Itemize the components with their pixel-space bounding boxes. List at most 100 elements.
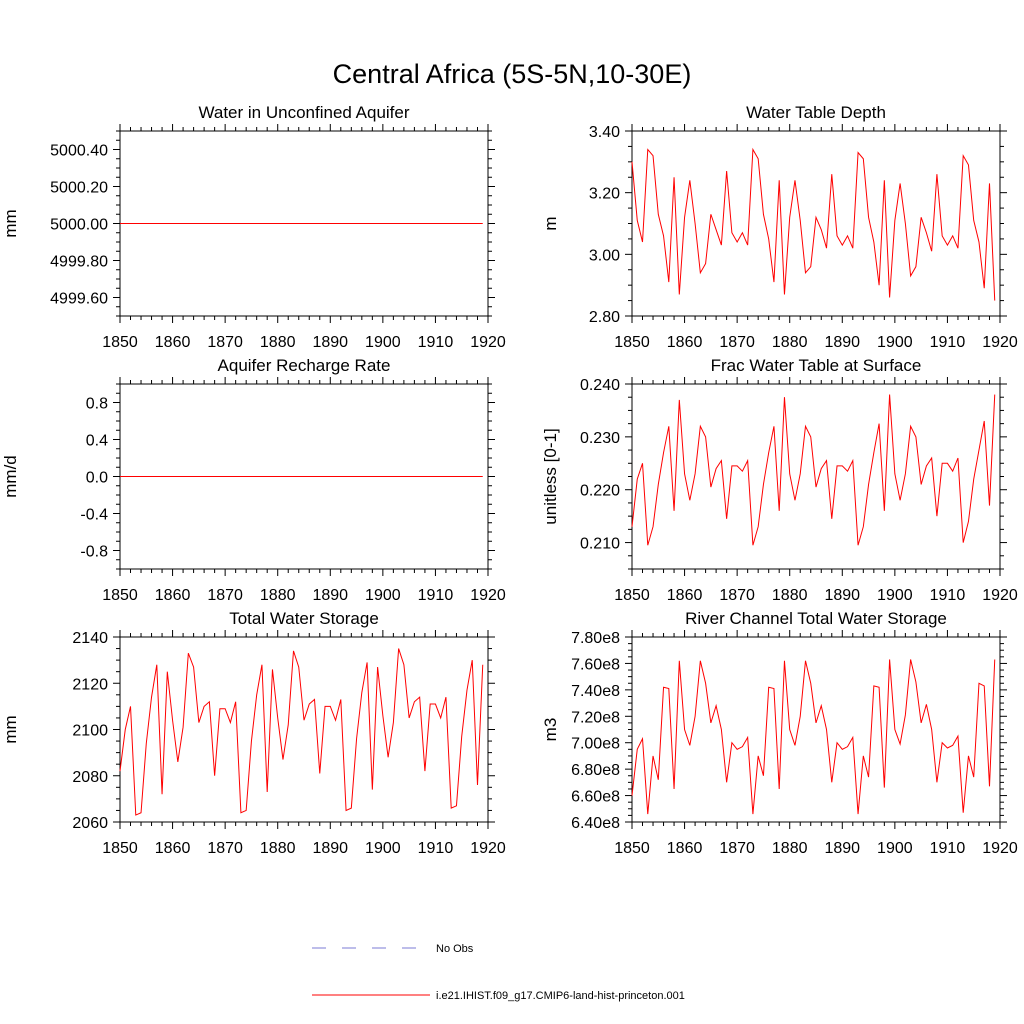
chart-0-xtick-label: 1920 xyxy=(470,334,506,351)
chart-0-ytick-label: 5000.00 xyxy=(50,217,108,234)
legend-model-label: i.e21.IHIST.f09_g17.CMIP6-land-hist-prin… xyxy=(436,990,685,1002)
chart-4-xtick-label: 1920 xyxy=(470,840,506,857)
chart-1-title: Water Table Depth xyxy=(746,103,886,122)
chart-3-ytick-label: 0.230 xyxy=(580,430,620,447)
chart-4-ytick-label: 2140 xyxy=(72,630,108,647)
chart-0-ylabel: mm xyxy=(1,209,20,237)
chart-2-xtick-label: 1890 xyxy=(312,587,348,604)
chart-0-xtick-label: 1890 xyxy=(312,334,348,351)
chart-0-xtick-label: 1860 xyxy=(155,334,191,351)
chart-0-ytick-label: 4999.80 xyxy=(50,254,108,271)
chart-1-ytick-label: 3.00 xyxy=(589,247,620,264)
legend: No Obs i.e21.IHIST.f09_g17.CMIP6-land-hi… xyxy=(312,943,685,1002)
panel-river-channel-storage: River Channel Total Water Storage 1850 186… xyxy=(541,609,1018,857)
chart-0-xtick-label: 1910 xyxy=(418,334,454,351)
chart-4-ytick-label: 2060 xyxy=(72,815,108,832)
chart-4-xtick-label: 1880 xyxy=(260,840,296,857)
chart-5-ytick-label: 6.40e8 xyxy=(571,815,620,832)
chart-2-xtick-label: 1920 xyxy=(470,587,506,604)
chart-0-ytick-label: 4999.60 xyxy=(50,291,108,308)
chart-3-xtick-label: 1890 xyxy=(824,587,860,604)
chart-1-xtick-label: 1870 xyxy=(719,334,755,351)
chart-2-xtick-label: 1880 xyxy=(260,587,296,604)
chart-0-ytick-label: 5000.40 xyxy=(50,143,108,160)
chart-4-ylabel: mm xyxy=(1,715,20,743)
chart-4-xtick-label: 1890 xyxy=(312,840,348,857)
chart-1-xtick-label: 1920 xyxy=(982,334,1018,351)
chart-5-ylabel: m3 xyxy=(541,718,560,742)
chart-5-ytick-label: 6.60e8 xyxy=(571,789,620,806)
chart-4-ytick-label: 2120 xyxy=(72,676,108,693)
panel-water-table-depth: Water Table Depth 1850 1860 1870 1880 1890 190… xyxy=(541,103,1018,351)
chart-1-xtick-label: 1910 xyxy=(930,334,966,351)
chart-5-ytick-label: 7.20e8 xyxy=(571,709,620,726)
chart-1-xtick-label: 1850 xyxy=(614,334,650,351)
chart-4-ytick-label: 2100 xyxy=(72,723,108,740)
chart-3-ylabel: unitless [0-1] xyxy=(541,428,560,524)
chart-3-xtick-label: 1880 xyxy=(772,587,808,604)
chart-4-ytick-label: 2080 xyxy=(72,769,108,786)
chart-5-xtick-label: 1870 xyxy=(719,840,755,857)
chart-2-xtick-label: 1850 xyxy=(102,587,138,604)
chart-3-ytick-label: 0.210 xyxy=(580,536,620,553)
chart-2-xtick-label: 1910 xyxy=(418,587,454,604)
chart-3-xtick-label: 1860 xyxy=(667,587,703,604)
chart-1-xtick-label: 1880 xyxy=(772,334,808,351)
chart-5-ytick-label: 7.40e8 xyxy=(571,683,620,700)
panel-water-in-aquifer: Water in Unconfined Aquifer 1850 1860 1870 1… xyxy=(1,103,506,351)
chart-1-ylabel: m xyxy=(541,216,560,230)
chart-5-xtick-label: 1850 xyxy=(614,840,650,857)
chart-5-ytick-label: 7.00e8 xyxy=(571,736,620,753)
chart-4-xtick-label: 1900 xyxy=(365,840,401,857)
chart-1-xtick-label: 1890 xyxy=(824,334,860,351)
chart-1-ytick-label: 2.80 xyxy=(589,309,620,326)
chart-0-xtick-label: 1870 xyxy=(207,334,243,351)
chart-0-xtick-label: 1880 xyxy=(260,334,296,351)
chart-2-ytick-label: 0.0 xyxy=(86,470,108,487)
main-title: Central Africa (5S-5N,10-30E) xyxy=(333,59,692,89)
chart-5-xtick-label: 1890 xyxy=(824,840,860,857)
chart-1-ytick-label: 3.20 xyxy=(589,186,620,203)
chart-0-title: Water in Unconfined Aquifer xyxy=(198,103,409,122)
chart-2-ytick-label: 0.8 xyxy=(86,396,108,413)
chart-5-xtick-label: 1860 xyxy=(667,840,703,857)
chart-5-xtick-label: 1920 xyxy=(982,840,1018,857)
legend-obs-label: No Obs xyxy=(436,943,474,955)
chart-5-xtick-label: 1900 xyxy=(877,840,913,857)
chart-4-frame xyxy=(119,636,489,823)
chart-3-xtick-label: 1900 xyxy=(877,587,913,604)
chart-4-xtick-label: 1910 xyxy=(418,840,454,857)
panel-aquifer-recharge: Aquifer Recharge Rate 1850 1860 1870 1880 189… xyxy=(1,356,506,604)
chart-5-ytick-label: 7.60e8 xyxy=(571,656,620,673)
chart-3-title: Frac Water Table at Surface xyxy=(711,356,922,375)
chart-5-ytick-label: 7.80e8 xyxy=(571,630,620,647)
chart-3-frame xyxy=(631,383,1001,570)
chart-1-xtick-label: 1860 xyxy=(667,334,703,351)
chart-4-series-line xyxy=(119,648,484,816)
panel-total-water-storage: Total Water Storage 1850 1860 1870 1880 1890 1… xyxy=(1,609,506,857)
panel-frac-water-table: Frac Water Table at Surface 1850 1860 1870 1… xyxy=(541,356,1018,604)
chart-3-xtick-label: 1910 xyxy=(930,587,966,604)
chart-2-title: Aquifer Recharge Rate xyxy=(218,356,391,375)
chart-2-ytick-label: -0.8 xyxy=(80,544,108,561)
chart-0-xtick-label: 1850 xyxy=(102,334,138,351)
chart-5-title: River Channel Total Water Storage xyxy=(685,609,947,628)
chart-4-xtick-label: 1850 xyxy=(102,840,138,857)
chart-2-xtick-label: 1870 xyxy=(207,587,243,604)
chart-1-ytick-label: 3.40 xyxy=(589,124,620,141)
chart-1-xtick-label: 1900 xyxy=(877,334,913,351)
chart-3-ytick-label: 0.220 xyxy=(580,483,620,500)
chart-4-title: Total Water Storage xyxy=(229,609,379,628)
chart-2-ylabel: mm/d xyxy=(1,455,20,498)
chart-5-xtick-label: 1880 xyxy=(772,840,808,857)
chart-3-xtick-label: 1920 xyxy=(982,587,1018,604)
chart-5-frame xyxy=(631,636,1001,823)
chart-0-ytick-label: 5000.20 xyxy=(50,180,108,197)
chart-5-ytick-label: 6.80e8 xyxy=(571,762,620,779)
chart-4-xtick-label: 1860 xyxy=(155,840,191,857)
chart-4-xtick-label: 1870 xyxy=(207,840,243,857)
chart-2-xtick-label: 1860 xyxy=(155,587,191,604)
chart-3-xtick-label: 1850 xyxy=(614,587,650,604)
chart-3-xtick-label: 1870 xyxy=(719,587,755,604)
